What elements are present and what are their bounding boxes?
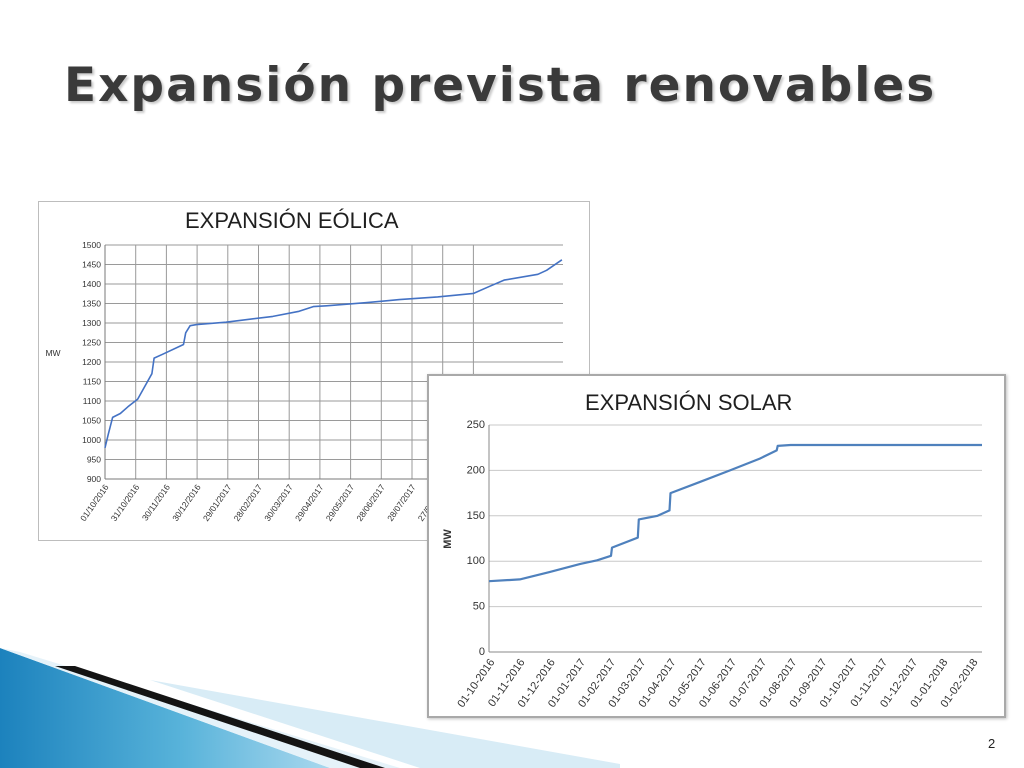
- x-tick-label: 01/10/2016: [78, 482, 111, 523]
- x-tick-label: 29/05/2017: [324, 482, 357, 523]
- series-line: [104, 259, 563, 448]
- series-line: [488, 443, 982, 583]
- x-tick-label: 29/04/2017: [293, 482, 326, 523]
- y-axis-label: MW: [45, 348, 60, 358]
- y-tick-label: 1100: [83, 396, 102, 406]
- y-tick-label: 1350: [82, 299, 101, 309]
- x-tick-label: 30/03/2017: [262, 482, 295, 523]
- solar-chart-title: EXPANSIÓN SOLAR: [581, 390, 797, 416]
- black-wedge-shape: [55, 666, 385, 768]
- slide-decoration: [0, 648, 620, 768]
- x-tick-label: 30/11/2016: [140, 482, 172, 522]
- y-tick-label: 50: [473, 601, 485, 613]
- y-tick-label: 1250: [82, 338, 101, 348]
- y-axis-label: MW: [442, 529, 454, 549]
- y-tick-label: 1500: [82, 240, 101, 250]
- slide-title: Expansión prevista renovables: [64, 58, 937, 113]
- pale-wedge-shape: [150, 680, 620, 768]
- y-tick-label: 1150: [83, 377, 102, 387]
- slide-number: 2: [988, 736, 996, 751]
- y-tick-label: 250: [467, 419, 485, 431]
- solar-chart-svg: 05010015020025001-10-201601-11-201601-12…: [442, 419, 982, 710]
- wind-chart-title: EXPANSIÓN EÓLICA: [181, 208, 403, 234]
- y-tick-label: 1400: [82, 279, 101, 289]
- y-tick-label: 100: [467, 555, 485, 567]
- x-tick-label: 30/12/2016: [170, 482, 203, 523]
- wind-chart-panel: 900 950 1000 1050 1100 1150 1200 1250 1300 1350 14…: [38, 201, 590, 541]
- y-tick-label: 1200: [82, 357, 101, 367]
- x-tick-label: 28/07/2017: [385, 482, 418, 523]
- x-tick-label: 31/10/2016: [109, 482, 142, 523]
- y-tick-label: 0: [479, 646, 485, 658]
- y-tick-label: 1050: [82, 416, 101, 426]
- y-tick-label: 1000: [82, 435, 101, 445]
- y-tick-label: 900: [87, 474, 101, 484]
- y-tick-label: 950: [87, 455, 101, 465]
- x-tick-label: 28/06/2017: [354, 482, 387, 523]
- solar-chart-panel: 0 50 100 150 200 250 01-10-2016 01-11-2016 01-12…: [427, 374, 1006, 718]
- x-tick-label: 29/01/2017: [201, 482, 234, 523]
- x-tick-label: 28/02/2017: [232, 482, 265, 523]
- y-tick-label: 150: [467, 510, 485, 522]
- y-tick-label: 1450: [82, 260, 101, 270]
- y-tick-label: 1300: [82, 318, 101, 328]
- y-tick-label: 200: [467, 464, 485, 476]
